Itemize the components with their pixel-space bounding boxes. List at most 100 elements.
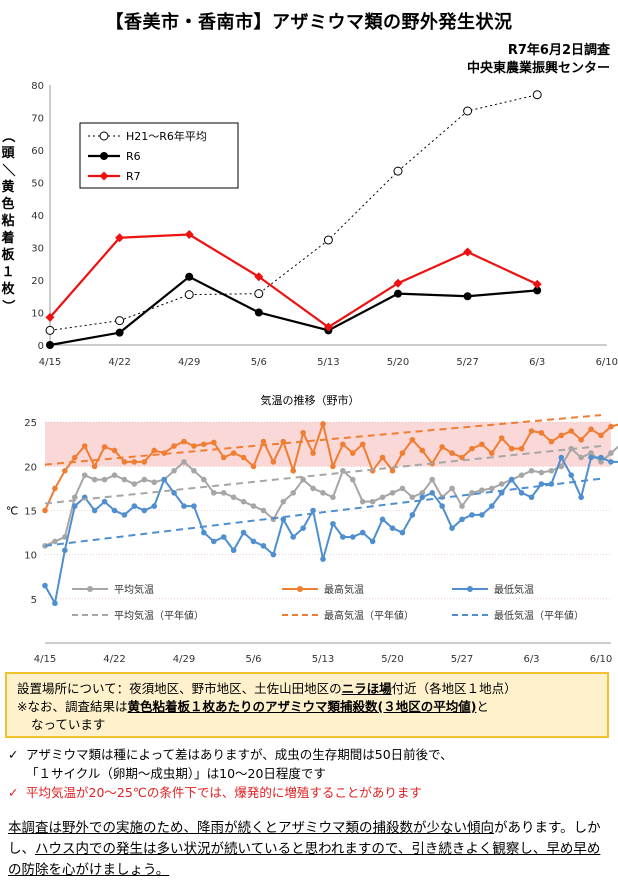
- bullet-list: ✓ アザミウマ類は種によって差はありますが、成虫の生存期間は50日前後で、 「１…: [8, 745, 608, 802]
- x-tick-label: 5/20: [387, 357, 409, 368]
- data-point: [330, 494, 336, 501]
- data-point: [151, 447, 158, 454]
- data-point: [538, 429, 545, 436]
- x-tick-label: 6/10: [596, 357, 618, 368]
- data-point: [439, 503, 445, 509]
- data-point: [240, 454, 247, 461]
- data-point: [379, 454, 386, 461]
- data-point: [349, 534, 356, 540]
- x-tick-label: 4/29: [173, 654, 195, 665]
- data-point: [62, 534, 68, 540]
- data-point: [260, 438, 267, 445]
- y-axis-label-char: 頭: [1, 146, 15, 161]
- bullet-item: ✓ アザミウマ類は種によって差はありますが、成虫の生存期間は50日前後で、: [8, 745, 608, 764]
- bullet-item-warning: ✓ 平均気温が20～25℃の条件下では、爆発的に増殖することがあります: [8, 783, 608, 802]
- x-tick-label: 6/10: [590, 654, 612, 665]
- x-tick-label: 4/22: [103, 654, 125, 665]
- y-axis-label-char: 枚: [1, 281, 15, 297]
- data-point: [210, 439, 217, 446]
- y-tick-label: 25: [24, 418, 37, 429]
- data-point: [201, 476, 207, 483]
- data-point: [101, 476, 108, 483]
- data-point: [469, 445, 475, 452]
- data-point: [280, 516, 287, 523]
- data-point: [131, 459, 138, 465]
- data-point: [230, 494, 237, 501]
- x-tick-label: 5/20: [381, 654, 403, 665]
- data-point: [532, 90, 542, 100]
- data-point: [300, 525, 306, 531]
- data-point: [588, 454, 594, 461]
- data-point: [429, 490, 436, 496]
- data-point: [449, 450, 455, 456]
- data-point: [508, 445, 515, 452]
- data-point: [201, 441, 207, 448]
- chart-legend: H21～R6年平均 R6 R7: [79, 122, 239, 189]
- data-point: [429, 476, 436, 483]
- legend-label: 最低気温: [494, 583, 534, 596]
- check-icon: ✓: [8, 785, 19, 800]
- data-point: [578, 437, 584, 443]
- data-point: [508, 476, 515, 483]
- data-point: [260, 543, 267, 549]
- bullet-text: 平均気温が20～25℃の条件下では、爆発的に増殖することがあります: [26, 785, 422, 800]
- y-axis-label-char: ）: [0, 299, 16, 312]
- data-point: [270, 551, 277, 558]
- legend-label: R7: [126, 170, 141, 183]
- data-point: [260, 507, 267, 514]
- data-point: [359, 498, 366, 505]
- data-point: [359, 529, 366, 536]
- data-point: [323, 235, 333, 245]
- data-point: [359, 441, 366, 448]
- data-point: [469, 512, 475, 518]
- data-point: [393, 166, 403, 176]
- legend-label: 平均気温（平年値）: [114, 609, 204, 622]
- data-point: [558, 432, 565, 439]
- data-point: [71, 503, 78, 509]
- legend-label: 平均気温: [114, 583, 154, 596]
- data-point: [323, 322, 333, 332]
- data-point: [608, 423, 614, 430]
- data-point: [121, 459, 128, 465]
- data-point: [459, 516, 465, 523]
- data-point: [250, 463, 257, 470]
- data-point: [379, 494, 386, 501]
- data-point: [330, 463, 336, 470]
- data-point: [181, 438, 187, 445]
- data-point: [91, 476, 98, 483]
- data-point: [290, 467, 297, 474]
- report-meta: R7年6月2日調査 中央東農業振興センター: [467, 42, 610, 78]
- note-method-suffix: と: [476, 699, 489, 714]
- data-point: [379, 516, 386, 523]
- bullet-item-cont: 「１サイクル（卵期～成虫期）」は10～20日程度です: [8, 764, 608, 783]
- data-point: [71, 454, 78, 461]
- data-point: [409, 512, 416, 518]
- data-point: [533, 286, 542, 295]
- data-point: [240, 498, 247, 505]
- data-point: [598, 432, 604, 439]
- data-point: [399, 450, 406, 456]
- data-point: [62, 547, 68, 554]
- data-point: [528, 467, 535, 474]
- data-point: [463, 247, 473, 257]
- check-icon: ✓: [8, 747, 19, 762]
- data-point: [548, 438, 555, 445]
- data-point: [52, 538, 58, 545]
- closing-part1: 本調査は野外での実施のため、降雨が続くとアザミウマ類の捕殺数が少ない傾向: [8, 820, 494, 836]
- data-point: [171, 467, 177, 474]
- legend-label: R6: [126, 150, 141, 163]
- y-tick-label: 5: [31, 595, 37, 606]
- data-point: [181, 459, 187, 465]
- data-point: [210, 538, 217, 545]
- data-point: [419, 494, 426, 501]
- closing-paragraph: 本調査は野外での実施のため、降雨が続くとアザミウマ類の捕殺数が少ない傾向がありま…: [8, 818, 610, 881]
- data-point: [115, 233, 125, 243]
- data-point: [340, 441, 346, 448]
- data-point: [399, 529, 406, 536]
- data-point: [240, 529, 247, 536]
- data-point: [131, 481, 138, 487]
- data-point: [290, 490, 297, 496]
- data-point: [184, 290, 194, 300]
- x-tick-label: 4/22: [108, 357, 130, 368]
